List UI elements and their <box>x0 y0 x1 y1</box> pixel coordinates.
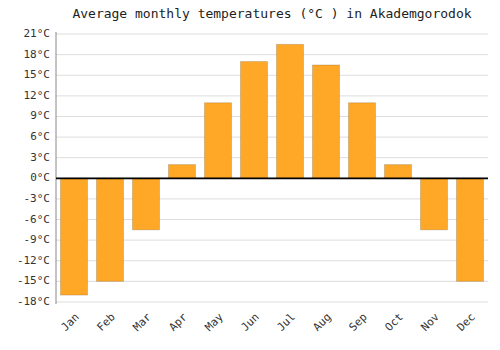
y-tick-label: -12°C <box>17 254 50 267</box>
bar <box>277 44 304 178</box>
bar <box>421 178 448 230</box>
x-tick-label: Jan <box>59 311 82 334</box>
y-tick-label: -15°C <box>17 274 50 287</box>
bar <box>169 165 196 179</box>
x-tick-label: Oct <box>383 311 406 334</box>
y-axis: -18°C -15°C -12°C -9°C -6°C -3°C 0°C 3°C 6°C 9°C 1… <box>17 27 50 308</box>
y-tick-label: 9°C <box>30 109 50 122</box>
x-tick-label: Jun <box>239 311 262 334</box>
y-tick-label: -6°C <box>24 213 51 226</box>
grid-line <box>56 95 488 96</box>
chart: -18°C -15°C -12°C -9°C -6°C -3°C 0°C 3°C 6°C 9°C 1… <box>0 0 500 350</box>
x-tick-label: Dec <box>455 311 478 334</box>
y-tick-label: 6°C <box>30 130 50 143</box>
x-tick-label: Nov <box>419 310 443 334</box>
x-tick-label: Mar <box>131 310 155 334</box>
y-tick-label: 18°C <box>24 48 51 61</box>
bar <box>349 103 376 179</box>
y-tick-label: 12°C <box>24 89 51 102</box>
y-tick-label: 21°C <box>24 27 51 40</box>
bar <box>385 165 412 179</box>
y-tick-label: 0°C <box>30 171 50 184</box>
y-tick-label: -18°C <box>17 295 50 308</box>
x-tick-label: Feb <box>95 311 118 334</box>
bar <box>241 62 268 179</box>
bar <box>457 178 484 281</box>
x-axis: Jan Feb Mar Apr May Jun Jul Aug Sep Oct Nov Dec <box>59 310 478 334</box>
grid-line <box>56 75 488 76</box>
y-tick-label: 15°C <box>24 68 51 81</box>
x-tick-label: Apr <box>167 310 191 334</box>
grid <box>56 34 488 302</box>
x-tick-label: Jul <box>275 311 298 334</box>
grid-line <box>56 137 488 138</box>
bar <box>97 178 124 281</box>
bar <box>133 178 160 230</box>
grid-line <box>56 54 488 55</box>
bars <box>61 44 484 295</box>
zero-line <box>56 177 488 179</box>
y-tick-label: -3°C <box>24 192 51 205</box>
x-tick-label: Sep <box>347 311 370 334</box>
bar <box>313 65 340 178</box>
grid-line <box>56 116 488 117</box>
grid-line <box>56 301 488 302</box>
x-tick-label: May <box>203 310 227 334</box>
bar <box>205 103 232 179</box>
bar <box>61 178 88 295</box>
grid-line <box>56 34 488 35</box>
y-tick-label: 3°C <box>30 151 50 164</box>
y-tick-label: -9°C <box>24 233 51 246</box>
grid-line <box>56 157 488 158</box>
grid-line <box>56 178 488 179</box>
y-axis-line <box>56 32 57 304</box>
title: Average monthly temperatures (°C ) in Ak… <box>72 6 471 21</box>
x-tick-label: Aug <box>311 311 334 334</box>
